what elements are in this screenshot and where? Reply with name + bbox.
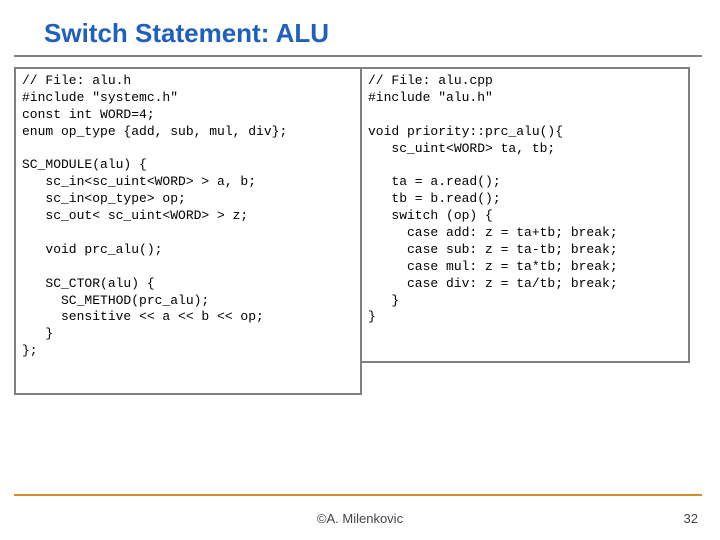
footer-divider — [14, 494, 702, 496]
code-row: // File: alu.h #include "systemc.h" cons… — [0, 67, 720, 395]
slide-title: Switch Statement: ALU — [44, 18, 702, 49]
page-number: 32 — [684, 511, 698, 526]
title-bar: Switch Statement: ALU — [14, 0, 702, 57]
footer-text: ©A. Milenkovic — [0, 511, 720, 526]
code-block-right: // File: alu.cpp #include "alu.h" void p… — [360, 67, 690, 363]
code-block-left: // File: alu.h #include "systemc.h" cons… — [14, 67, 362, 395]
